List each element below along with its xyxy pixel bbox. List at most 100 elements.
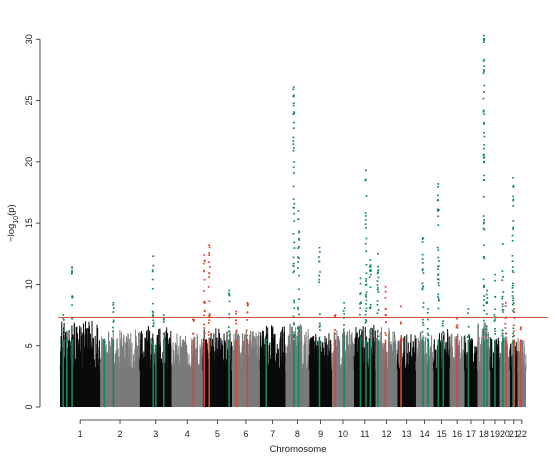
data-point (469, 335, 471, 371)
data-point (472, 361, 474, 371)
x-tick-label: 17 (466, 429, 476, 439)
hit-point (482, 227, 485, 230)
hit-peak-point (501, 243, 504, 245)
hit-point (208, 272, 211, 274)
data-point (388, 331, 390, 371)
data-point (186, 344, 188, 371)
data-point (67, 347, 69, 371)
hit-point (152, 322, 155, 324)
hit-point (511, 269, 514, 272)
data-point (209, 356, 211, 371)
hit-chr8 (297, 210, 301, 407)
hit-point (442, 331, 444, 333)
hit-point (65, 341, 68, 343)
data-point (93, 359, 95, 371)
hit-point (426, 338, 429, 340)
data-point (361, 329, 363, 371)
hit-point (427, 318, 429, 321)
hit-point (512, 343, 515, 346)
hit-point (292, 185, 295, 188)
data-point (151, 369, 153, 371)
hit-point (437, 284, 440, 287)
hit-point (364, 284, 367, 286)
data-point (393, 331, 395, 371)
data-point (441, 332, 443, 371)
hit-point (62, 329, 65, 331)
data-point (86, 362, 88, 371)
data-point (143, 369, 145, 371)
data-point (135, 366, 137, 371)
data-point (89, 349, 91, 371)
hit-point (493, 320, 496, 322)
hit-point (376, 289, 379, 291)
hit-point (298, 231, 300, 234)
data-point (411, 357, 413, 371)
data-point (77, 344, 79, 371)
hit-point (501, 303, 504, 305)
hit-point (152, 343, 155, 345)
data-point (279, 342, 281, 371)
data-point (523, 340, 525, 371)
data-point (477, 341, 479, 371)
data-point (392, 331, 394, 371)
hit-point (502, 344, 504, 347)
hit-chr6 (235, 310, 238, 407)
hit-point (385, 308, 387, 310)
hit-point (437, 215, 440, 218)
hit-point (292, 113, 295, 116)
hit-point (359, 328, 362, 331)
data-point (383, 343, 385, 371)
data-point (300, 364, 302, 371)
hit-point (228, 330, 231, 332)
hit-point (71, 329, 73, 331)
data-point (264, 355, 266, 371)
hit-point (293, 301, 296, 304)
hit-point (298, 230, 300, 233)
data-point (90, 333, 92, 371)
hit-point (71, 304, 73, 306)
chromosome-9-points (308, 333, 333, 407)
data-point (440, 346, 442, 371)
data-point (388, 333, 390, 371)
data-point (95, 368, 97, 371)
data-point (175, 351, 177, 371)
hit-point (483, 218, 486, 221)
data-point (204, 340, 206, 371)
data-point (164, 364, 166, 371)
hit-point (71, 269, 73, 272)
data-point (70, 369, 72, 371)
data-point (195, 347, 197, 371)
hit-point (293, 172, 295, 174)
hit-point (399, 321, 402, 324)
data-point (277, 369, 279, 371)
data-point (255, 332, 257, 371)
data-point (289, 369, 291, 371)
hit-point (467, 312, 469, 314)
hit-point (504, 327, 507, 329)
data-point (328, 346, 330, 371)
chromosome-7-points (259, 325, 286, 407)
hit-point (152, 311, 155, 314)
data-point (96, 324, 98, 371)
hit-stem (162, 339, 165, 407)
hit-point (504, 322, 507, 325)
hit-stem (400, 339, 402, 407)
data-point (322, 342, 324, 371)
hit-point (292, 127, 295, 129)
hit-stem (377, 339, 379, 407)
data-point (452, 362, 454, 371)
hit-point (203, 332, 206, 335)
data-point (201, 357, 203, 371)
hit-point (467, 335, 469, 338)
hit-point (103, 341, 106, 343)
hit-chr18 (482, 34, 486, 407)
data-point (331, 352, 333, 371)
data-point (224, 340, 226, 371)
data-point (289, 323, 291, 371)
hit-chr11 (359, 277, 362, 407)
hit-point (512, 299, 514, 302)
hit-stem (422, 339, 424, 407)
data-point (121, 354, 123, 371)
hit-point (292, 315, 295, 318)
hit-stem (343, 339, 345, 407)
